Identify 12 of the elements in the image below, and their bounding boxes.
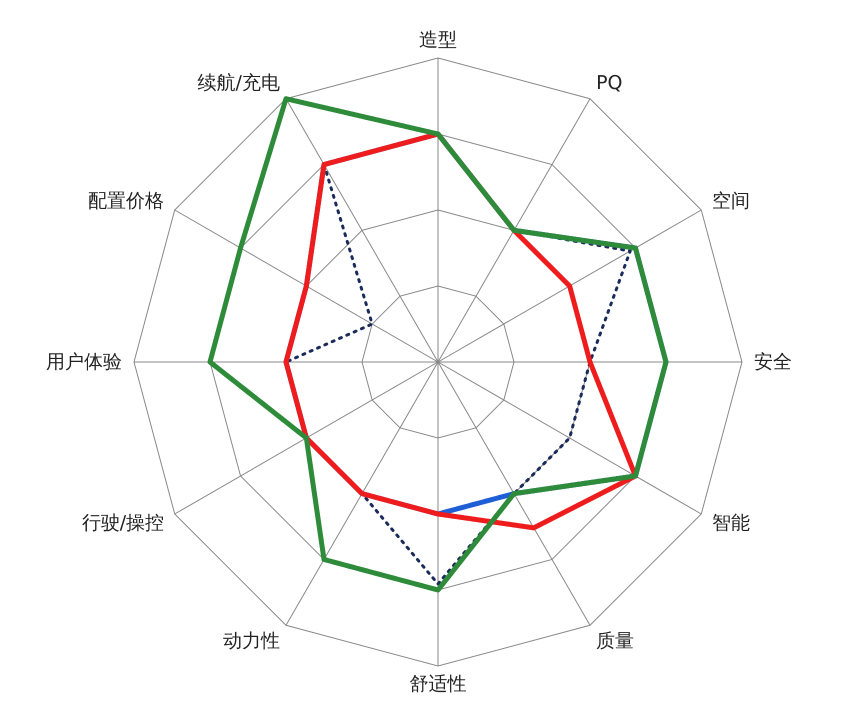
spoke-label: 智能 xyxy=(712,512,750,534)
spoke-label: 舒适性 xyxy=(410,673,466,696)
spoke-label: 动力性 xyxy=(222,630,280,652)
spoke-label: 用户体验 xyxy=(46,351,122,373)
spoke-label: 安全 xyxy=(754,351,792,373)
spoke-label: 质量 xyxy=(596,630,634,652)
spoke-label: 续航/充电 xyxy=(198,72,280,94)
spoke-label: 配置价格 xyxy=(88,190,164,212)
spoke-label: 行驶/操控 xyxy=(82,512,164,534)
spoke-label: 空间 xyxy=(712,190,750,212)
spoke-label: 造型 xyxy=(419,28,457,51)
spoke-label: PQ xyxy=(596,72,622,94)
